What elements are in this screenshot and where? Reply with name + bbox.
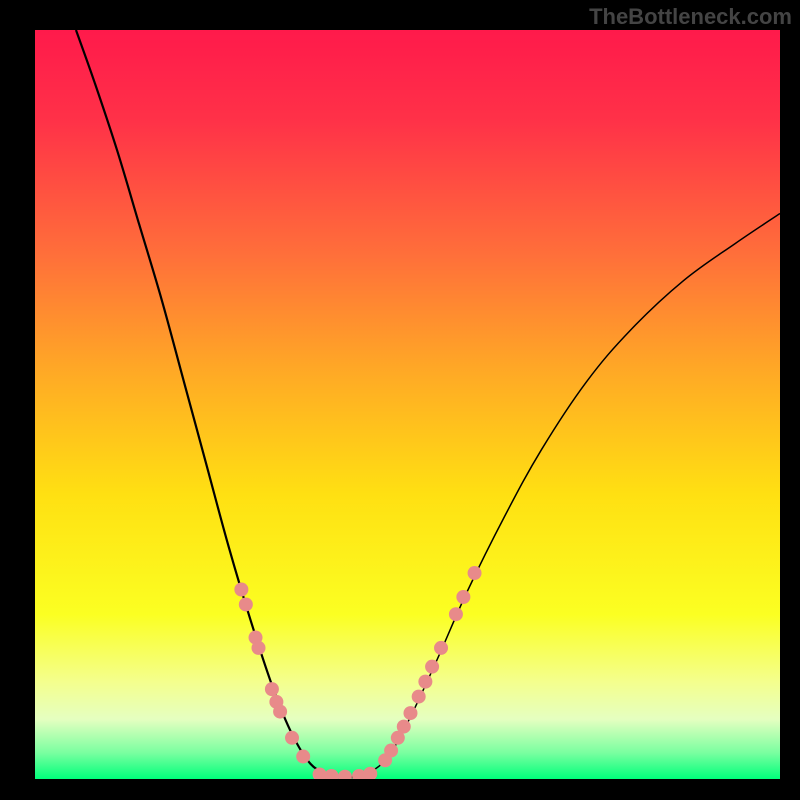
curve-marker <box>434 641 448 655</box>
curve-marker <box>296 750 310 764</box>
curves-layer <box>35 30 780 779</box>
curve-marker <box>273 705 287 719</box>
plot-area <box>35 30 780 779</box>
curve-marker <box>325 769 339 779</box>
curve-marker <box>252 641 266 655</box>
attribution-text: TheBottleneck.com <box>589 4 792 30</box>
curve-markers <box>234 566 481 779</box>
curve-marker <box>313 768 327 779</box>
curve-marker <box>449 607 463 621</box>
curve-marker <box>418 675 432 689</box>
chart-container: TheBottleneck.com <box>0 0 800 800</box>
curve-marker <box>234 583 248 597</box>
curve-marker <box>384 744 398 758</box>
curve-left <box>76 30 329 776</box>
curve-marker <box>403 706 417 720</box>
curve-marker <box>412 690 426 704</box>
curve-right <box>363 214 780 776</box>
curve-marker <box>239 597 253 611</box>
curve-marker <box>285 731 299 745</box>
curve-marker <box>338 770 352 779</box>
curve-marker <box>456 590 470 604</box>
curve-marker <box>468 566 482 580</box>
curve-marker <box>425 660 439 674</box>
curve-marker <box>265 682 279 696</box>
curve-marker <box>397 720 411 734</box>
